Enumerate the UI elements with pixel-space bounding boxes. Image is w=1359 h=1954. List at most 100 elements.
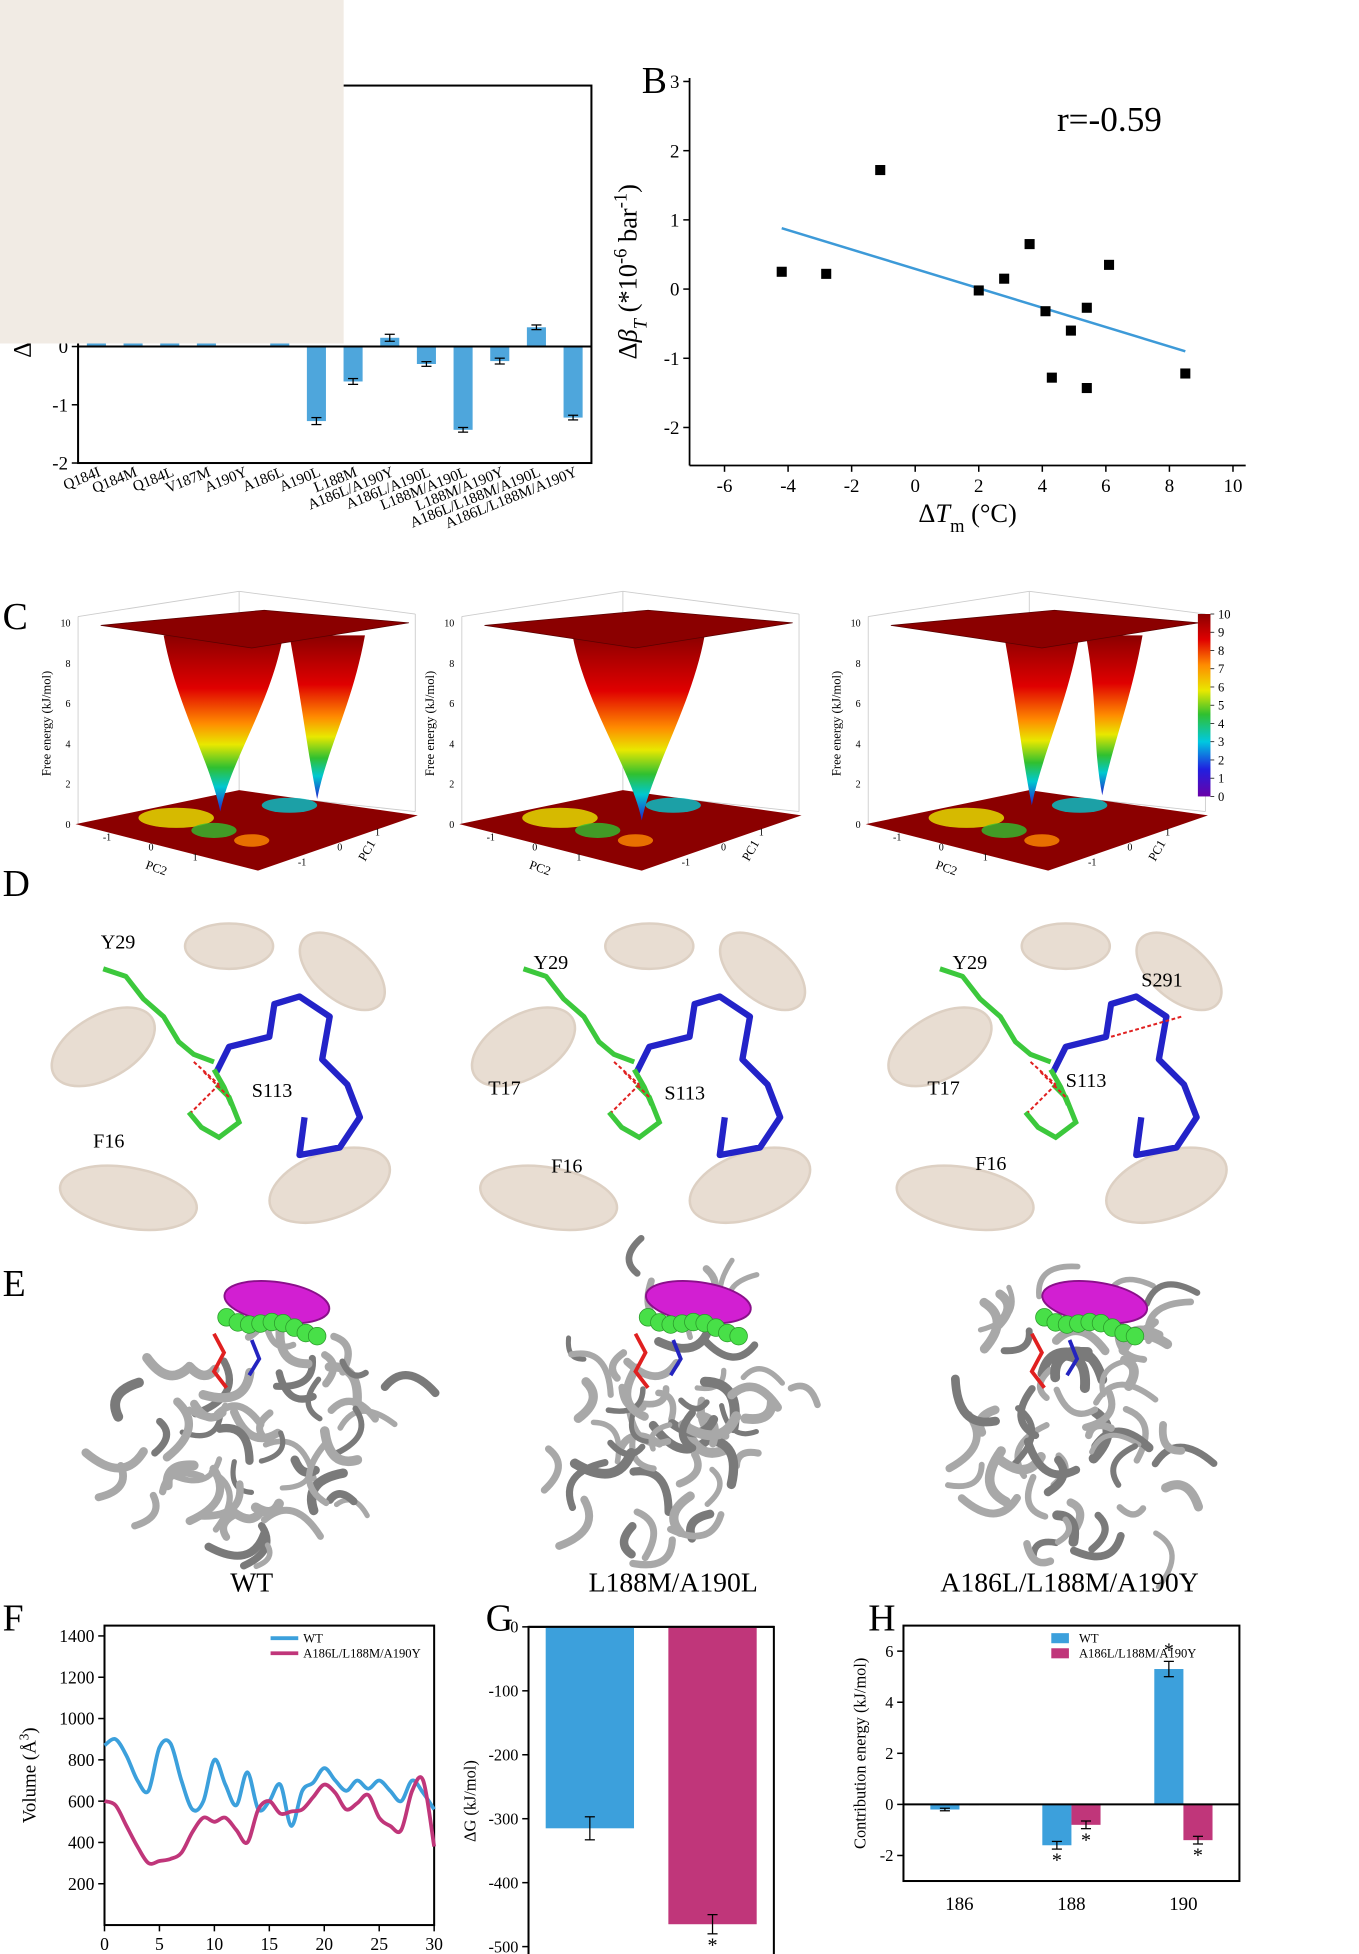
background-helix — [470, 1006, 577, 1088]
sphere — [307, 1326, 327, 1346]
cartoon-strand — [640, 1385, 670, 1408]
background-helix — [298, 931, 387, 1012]
label-part: ) — [19, 1727, 40, 1733]
cartoon-strand — [625, 1234, 645, 1277]
pc1-tick-label: -1 — [298, 858, 306, 869]
cartoon-strand — [326, 1490, 358, 1506]
residue-sticks — [186, 1082, 243, 1141]
residue-label: S291 — [1141, 969, 1182, 991]
y-tick-label: 600 — [68, 1791, 95, 1811]
hydrogen-bond — [1029, 1061, 1057, 1086]
box-edge — [622, 590, 800, 615]
x-tick-label: -4 — [780, 476, 796, 497]
energy-landscape: 0 2 4 6 8 10 Free energy (kJ/mol) -1 -1 0 0 1 1 PC2 PC… — [423, 590, 802, 878]
cartoon-strand — [190, 1399, 227, 1422]
residue-label: F16 — [975, 1153, 1006, 1175]
cartoon-strand — [740, 1396, 777, 1424]
structure-title: A186L/L188M/A190Y — [940, 1567, 1198, 1598]
y-tick-label: -1 — [664, 349, 680, 370]
x-tick-label: -6 — [717, 476, 733, 497]
residue-label: Y29 — [534, 952, 569, 974]
cartoon-strand — [678, 1409, 697, 1452]
residue-sticks — [102, 966, 215, 1065]
scatter-point — [1104, 259, 1115, 270]
z-tick-label: 6 — [856, 699, 861, 710]
line-series — [103, 1737, 436, 1828]
hydrogen-bond — [613, 1061, 640, 1086]
cartoon-strand — [1088, 1511, 1109, 1553]
legend-swatch — [1051, 1648, 1069, 1659]
y-tick-label: 0 — [510, 1618, 518, 1637]
pc1-tick-label: 0 — [721, 843, 726, 854]
x-tick-label: 8 — [1165, 476, 1174, 497]
pc1-label: PC1 — [739, 838, 762, 864]
cartoon-strand — [1085, 1421, 1115, 1440]
scatter-point — [973, 285, 984, 296]
pc2-tick-label: 1 — [983, 853, 988, 864]
line-series — [103, 1775, 437, 1866]
z-axis-label: Free energy (kJ/mol) — [423, 671, 437, 776]
y-tick-label: -200 — [488, 1745, 518, 1764]
floor-spot — [981, 822, 1027, 838]
y-tick-label: 2 — [670, 141, 679, 162]
cartoon-strand — [1036, 1263, 1081, 1300]
cartoon-strand — [1023, 1539, 1055, 1567]
residue-sticks — [211, 1068, 234, 1106]
panel-label: F — [3, 1598, 24, 1640]
scatter-point — [999, 273, 1010, 284]
pc1-tick-label: -1 — [682, 858, 690, 869]
x-tick-label: 25 — [370, 1934, 388, 1954]
z-tick-label: 8 — [65, 659, 70, 670]
background-helix — [1135, 931, 1223, 1012]
significance-mark: * — [1052, 1850, 1062, 1872]
cartoon-strand — [629, 1467, 673, 1516]
interaction-view: Y29 S291 T17 S113 F16 — [887, 922, 1228, 1232]
x-tick-label: 186 — [945, 1894, 973, 1915]
floor-spot — [617, 834, 654, 847]
box-edge — [78, 590, 240, 617]
z-tick-label: 8 — [449, 659, 454, 670]
ligand-sticks — [247, 1339, 262, 1377]
energy-landscape: 0 2 4 6 8 10 Free energy (kJ/mol) -1 -1 0 0 1 1 PC2 PC… — [39, 590, 418, 878]
significance-mark: * — [1193, 1845, 1203, 1867]
x-tick-label: 10 — [206, 1934, 224, 1954]
cartoon-strand — [215, 1423, 254, 1465]
box-edge — [868, 590, 1030, 617]
background-helix — [183, 922, 275, 971]
floor-spot — [522, 807, 598, 828]
cartoon-strand — [569, 1447, 637, 1479]
cartoon-strand — [945, 1461, 985, 1490]
cartoon-strand — [568, 1350, 614, 1398]
cartoon-strand — [1153, 1530, 1175, 1590]
colorbar-tick-label: 2 — [1218, 753, 1224, 767]
legend-label: WT — [1079, 1632, 1099, 1646]
cartoon-strand — [678, 1397, 710, 1412]
x-tick-label: 15 — [261, 1934, 279, 1954]
funnel — [572, 635, 705, 821]
y-tick-label: -100 — [488, 1682, 518, 1701]
pc1-tick-label: 1 — [759, 827, 764, 838]
cartoon-strand — [131, 1491, 160, 1530]
x-tick-label: 0 — [910, 476, 919, 497]
label-part: -6 — [611, 249, 631, 264]
cartoon-strand — [648, 1422, 673, 1452]
cartoon-strand — [700, 1336, 759, 1361]
residue-sticks — [522, 966, 636, 1065]
residue-label: S113 — [664, 1083, 705, 1105]
x-tick-label: 6 — [1101, 476, 1110, 497]
pc1-tick-label: 0 — [1127, 843, 1132, 854]
cartoon-strand — [623, 1357, 681, 1381]
label-part: T — [631, 317, 651, 329]
cartoon-strand — [787, 1382, 821, 1409]
y-tick-label: 0 — [885, 1795, 893, 1814]
colorbar — [1197, 614, 1211, 797]
colorbar-tick-label: 7 — [1218, 662, 1224, 676]
structure-view: L188M/A190L — [540, 1234, 821, 1598]
hydrogen-bond — [190, 1083, 220, 1113]
cartoon-strand — [1023, 1437, 1081, 1479]
landscape-plateau — [100, 609, 410, 649]
bar — [930, 1804, 960, 1810]
cartoon-strand — [1116, 1504, 1147, 1518]
residue-sticks — [632, 1068, 655, 1106]
cartoon-strand — [719, 1403, 759, 1437]
